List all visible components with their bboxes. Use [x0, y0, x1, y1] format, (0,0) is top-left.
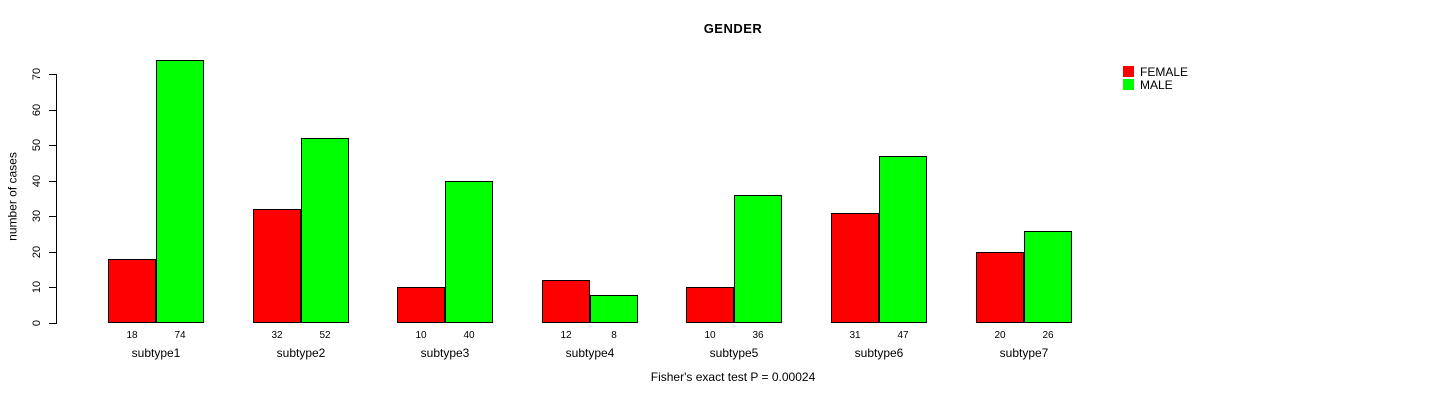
y-tick: [49, 145, 56, 146]
category-label-subtype7: subtype7: [999, 346, 1049, 360]
category-label-subtype3: subtype3: [420, 346, 470, 360]
value-label-male-subtype7: 26: [1042, 330, 1054, 341]
y-tick: [49, 74, 56, 75]
value-label-male-subtype4: 8: [611, 330, 617, 341]
value-label-male-subtype1: 74: [174, 330, 186, 341]
y-tick: [49, 216, 56, 217]
bar-male-subtype6: [879, 156, 927, 323]
bar-female-subtype6: [831, 213, 879, 323]
value-label-male-subtype2: 52: [319, 330, 331, 341]
bar-male-subtype1: [156, 60, 204, 323]
y-tick: [49, 110, 56, 111]
y-tick-label: 70: [31, 67, 43, 81]
legend: FEMALE MALE: [1123, 64, 1189, 92]
value-label-male-subtype3: 40: [463, 330, 475, 341]
category-label-subtype4: subtype4: [565, 346, 615, 360]
y-tick-label: 40: [31, 174, 43, 188]
legend-row-male: MALE: [1123, 77, 1188, 92]
value-label-female-subtype3: 10: [415, 330, 427, 341]
y-tick: [49, 287, 56, 288]
y-tick-label: 0: [31, 319, 43, 327]
legend-swatch-female: [1123, 66, 1134, 77]
bar-female-subtype1: [108, 259, 156, 323]
value-label-female-subtype7: 20: [994, 330, 1006, 341]
y-tick-label: 60: [31, 103, 43, 117]
value-label-male-subtype5: 36: [752, 330, 764, 341]
y-tick-label: 30: [31, 209, 43, 223]
legend-row-female: FEMALE: [1123, 64, 1189, 79]
y-tick: [49, 252, 56, 253]
y-axis-label: number of cases: [5, 152, 20, 241]
category-label-subtype5: subtype5: [709, 346, 759, 360]
bar-female-subtype3: [397, 287, 445, 323]
y-tick: [49, 181, 56, 182]
legend-swatch-male: [1123, 79, 1134, 90]
value-label-female-subtype2: 32: [271, 330, 283, 341]
value-label-female-subtype4: 12: [560, 330, 572, 341]
value-label-female-subtype5: 10: [704, 330, 716, 341]
y-tick: [49, 323, 56, 324]
bar-male-subtype7: [1024, 231, 1072, 323]
y-tick-label: 20: [31, 245, 43, 259]
caption: Fisher's exact test P = 0.00024: [650, 370, 816, 384]
legend-label-male: MALE: [1140, 77, 1173, 92]
bar-male-subtype4: [590, 295, 638, 323]
value-label-male-subtype6: 47: [897, 330, 909, 341]
y-tick-label: 50: [31, 138, 43, 152]
bar-female-subtype4: [542, 280, 590, 323]
bar-female-subtype7: [976, 252, 1024, 323]
bar-male-subtype5: [734, 195, 782, 323]
y-axis-line: [56, 74, 57, 324]
category-label-subtype1: subtype1: [131, 346, 181, 360]
chart-title: GENDER: [703, 21, 763, 36]
bar-male-subtype2: [301, 138, 349, 323]
bar-female-subtype2: [253, 209, 301, 323]
category-label-subtype2: subtype2: [276, 346, 326, 360]
bar-male-subtype3: [445, 181, 493, 323]
legend-label-female: FEMALE: [1140, 64, 1189, 79]
value-label-female-subtype6: 31: [849, 330, 861, 341]
value-label-female-subtype1: 18: [126, 330, 138, 341]
bar-female-subtype5: [686, 287, 734, 323]
y-tick-label: 10: [31, 280, 43, 294]
category-label-subtype6: subtype6: [854, 346, 904, 360]
